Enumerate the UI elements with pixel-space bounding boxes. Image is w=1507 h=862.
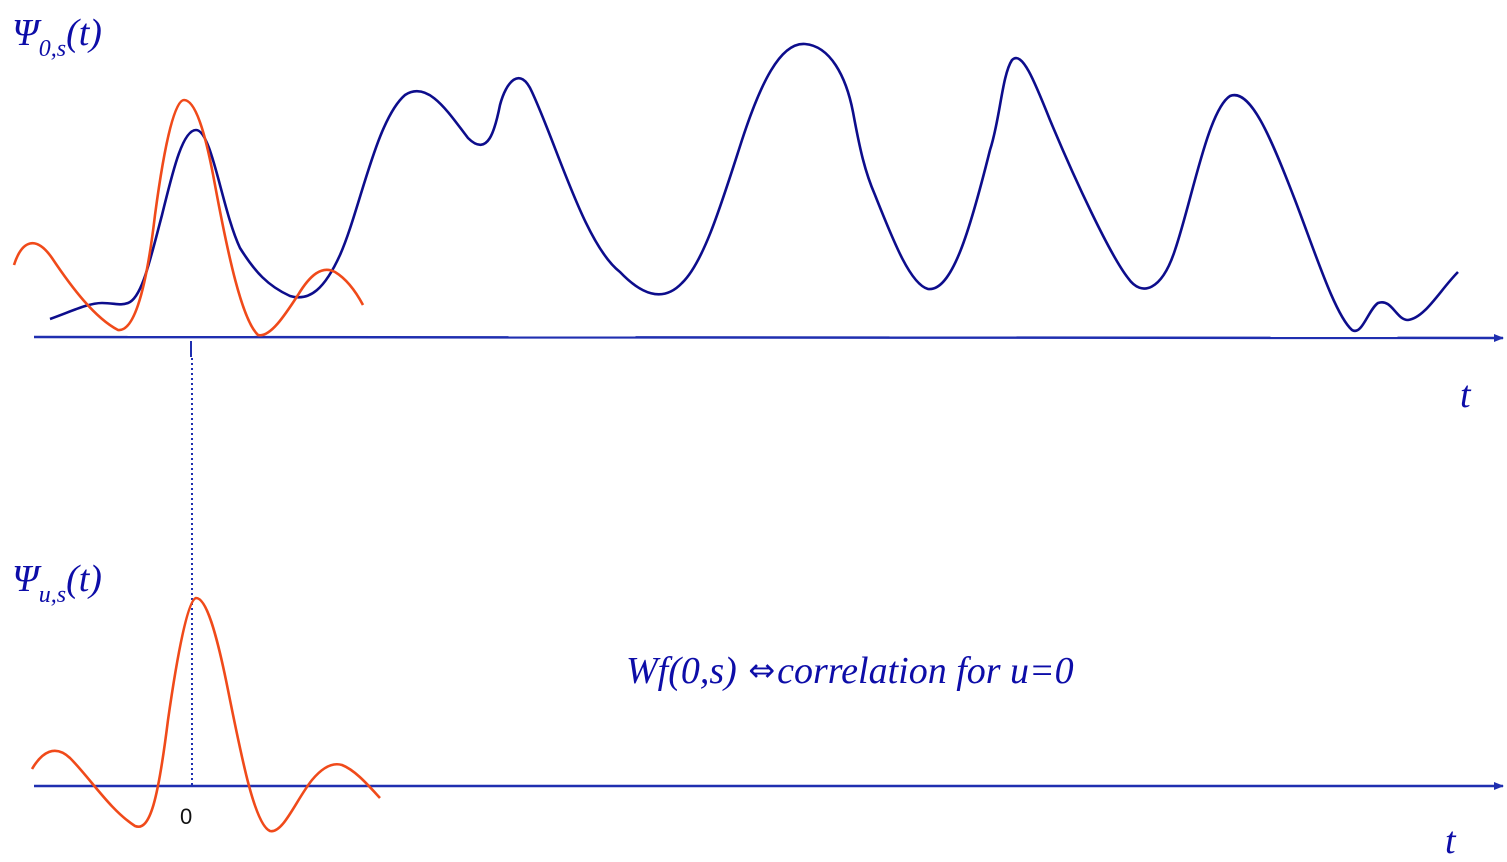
caption-left: Wf(0,s) <box>626 650 737 692</box>
equivalence-arrow-icon: ⇔ <box>748 651 776 689</box>
bottom-psi-symbol: Ψ <box>12 558 39 600</box>
origin-tick-label: 0 <box>180 804 193 829</box>
bottom-psi-subscript: u,s <box>38 582 67 608</box>
correlation-caption: Wf(0,s) ⇔correlation for u=0 <box>626 652 1074 690</box>
bottom-psi-suffix: (t) <box>66 558 102 600</box>
top-axis-label: t <box>1460 374 1471 416</box>
top-wavelet-curve <box>12 98 365 337</box>
bottom-wavelet-curve <box>30 596 381 833</box>
top-psi-subscript: 0,s <box>38 36 67 62</box>
caption-right: correlation for u=0 <box>777 650 1074 692</box>
bottom-axis-label: t <box>1445 820 1456 862</box>
bottom-panel-label: Ψu,s(t) <box>12 558 102 607</box>
top-psi-suffix: (t) <box>66 12 102 54</box>
top-psi-symbol: Ψ <box>12 12 39 54</box>
signal-curve <box>49 42 1459 333</box>
top-time-axis <box>33 333 1504 342</box>
top-panel-label: Ψ0,s(t) <box>12 12 102 61</box>
